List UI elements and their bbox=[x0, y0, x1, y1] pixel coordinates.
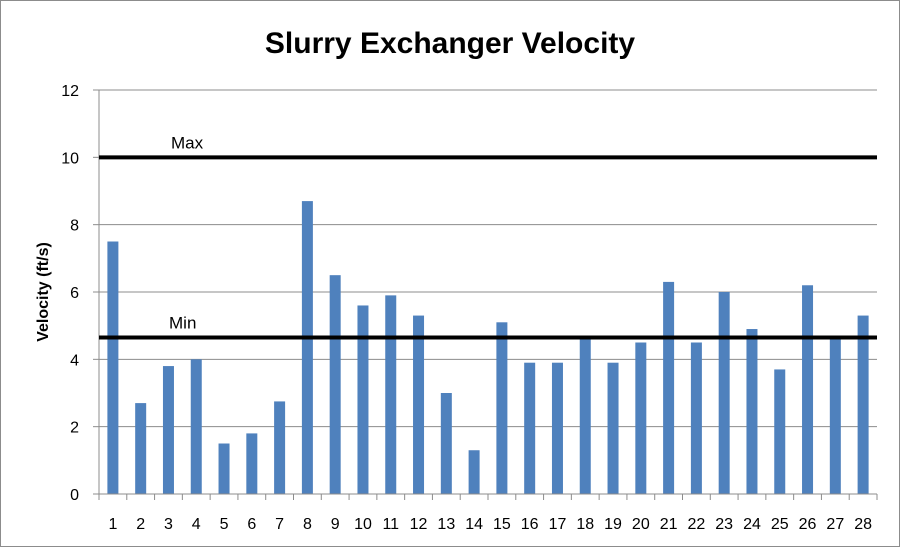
chart-title: Slurry Exchanger Velocity bbox=[265, 27, 635, 60]
gridlines bbox=[93, 89, 877, 495]
bar bbox=[857, 315, 869, 494]
bar bbox=[246, 433, 258, 494]
bar bbox=[468, 450, 480, 494]
x-tick-labels: 1 2 3 4 5 6 7 8 9 10 11 12 13 14 15 16 17 18 19 20 21 22 23 24 2… bbox=[108, 516, 872, 533]
bar bbox=[135, 403, 147, 494]
bar bbox=[718, 292, 730, 494]
bar bbox=[107, 241, 119, 494]
x-tick-label: 2 bbox=[136, 516, 145, 533]
x-tick-label: 24 bbox=[743, 516, 761, 533]
y-tick-label: 6 bbox=[70, 285, 79, 302]
y-tick-label: 10 bbox=[61, 150, 79, 167]
x-tick-label: 5 bbox=[220, 516, 229, 533]
y-tick-labels: 0 2 4 6 8 10 12 bbox=[61, 83, 79, 504]
bar bbox=[162, 366, 174, 494]
bar bbox=[385, 295, 397, 494]
bar bbox=[746, 329, 758, 494]
x-tick-label: 19 bbox=[604, 516, 622, 533]
x-tick-label: 6 bbox=[247, 516, 256, 533]
x-tick-label: 14 bbox=[465, 516, 483, 533]
x-tick-label: 20 bbox=[632, 516, 650, 533]
bar bbox=[607, 362, 619, 494]
x-tick-label: 21 bbox=[660, 516, 678, 533]
reference-label-min: Min bbox=[169, 313, 196, 332]
x-tick-label: 13 bbox=[437, 516, 455, 533]
bar bbox=[802, 285, 814, 494]
x-tick-label: 25 bbox=[771, 516, 789, 533]
x-tick-label: 28 bbox=[854, 516, 872, 533]
x-tick-label: 10 bbox=[354, 516, 372, 533]
bar bbox=[496, 322, 508, 494]
reference-label-max: Max bbox=[171, 133, 204, 152]
bar bbox=[190, 359, 202, 494]
x-tick-label: 16 bbox=[521, 516, 539, 533]
bar bbox=[218, 443, 230, 494]
bar bbox=[413, 315, 425, 494]
y-tick-label: 4 bbox=[70, 352, 79, 369]
y-tick-label: 12 bbox=[61, 83, 79, 100]
bar bbox=[301, 201, 313, 494]
x-tick-label: 11 bbox=[382, 516, 399, 533]
y-tick-label: 8 bbox=[70, 218, 79, 235]
y-tick-label: 0 bbox=[70, 487, 79, 504]
y-axis-label: Velocity (ft/s) bbox=[35, 242, 52, 342]
x-tick-label: 18 bbox=[576, 516, 594, 533]
bar bbox=[635, 342, 647, 494]
x-tick-label: 27 bbox=[826, 516, 844, 533]
bar bbox=[551, 362, 563, 494]
x-tick-label: 23 bbox=[715, 516, 733, 533]
x-tick-label: 12 bbox=[410, 516, 428, 533]
bars bbox=[107, 201, 869, 494]
reference-lines: Max Min bbox=[99, 133, 877, 340]
x-tick-label: 1 bbox=[108, 516, 117, 533]
x-tick-label: 4 bbox=[192, 516, 201, 533]
bar bbox=[274, 401, 286, 494]
bar bbox=[663, 281, 675, 494]
x-tick-label: 22 bbox=[687, 516, 705, 533]
bar bbox=[579, 339, 591, 494]
x-tick-label: 15 bbox=[493, 516, 511, 533]
x-tick-label: 17 bbox=[549, 516, 567, 533]
x-tick-label: 7 bbox=[275, 516, 284, 533]
bar bbox=[774, 369, 786, 494]
bar bbox=[329, 275, 341, 494]
y-tick-label: 2 bbox=[70, 420, 79, 437]
x-tick-label: 9 bbox=[331, 516, 340, 533]
bar bbox=[357, 305, 369, 494]
x-tick-label: 3 bbox=[164, 516, 173, 533]
bar bbox=[524, 362, 536, 494]
x-tick-label: 8 bbox=[303, 516, 312, 533]
x-tick-label: 26 bbox=[799, 516, 817, 533]
bar bbox=[440, 393, 452, 494]
axes bbox=[98, 90, 878, 500]
bar bbox=[829, 339, 841, 494]
bar bbox=[690, 342, 702, 494]
